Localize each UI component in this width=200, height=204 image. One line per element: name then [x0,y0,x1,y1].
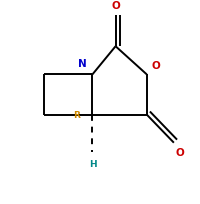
Text: R: R [73,111,80,120]
Text: O: O [111,1,119,11]
Text: N: N [77,59,86,69]
Text: H: H [88,159,96,168]
Text: O: O [175,147,184,157]
Text: O: O [151,61,160,71]
